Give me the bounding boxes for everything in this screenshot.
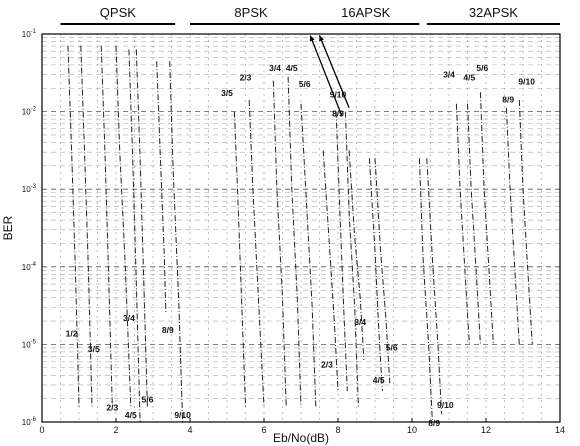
x-tick-label: 10	[407, 425, 417, 435]
code-rate-label: 5/6	[299, 79, 311, 89]
ber-curve	[67, 45, 80, 407]
ber-curve	[115, 45, 132, 407]
ber-curve	[374, 158, 391, 384]
code-rate-label: 9/10	[330, 90, 347, 100]
ber-curve	[322, 150, 339, 392]
y-tick-label: 10-4	[22, 262, 37, 272]
code-rate-label: 8/9	[332, 108, 344, 118]
arrow-layer	[309, 35, 350, 116]
y-tick-label: 10-6	[22, 417, 37, 427]
code-rate-label: 8/9	[162, 325, 174, 335]
code-rate-label: 9/10	[518, 76, 535, 86]
ber-curve	[233, 111, 246, 407]
ber-curve	[426, 158, 443, 415]
group-label: 32APSK	[469, 5, 518, 20]
code-rate-label: 4/5	[373, 375, 385, 385]
y-tick-label: 10-1	[22, 29, 37, 39]
code-rate-label: 3/5	[88, 344, 100, 354]
code-rate-label: 3/4	[269, 63, 281, 73]
x-axis-ticks: 0 2 4 6 8 10 12 14	[39, 418, 565, 435]
ber-curve	[348, 150, 365, 360]
arrow-head	[319, 35, 324, 42]
ber-curve	[156, 61, 167, 314]
x-axis-label: Eb/No(dB)	[273, 431, 329, 445]
modulation-groups: QPSK 8PSK 16APSK 32APSK	[60, 5, 560, 25]
ber-curve	[135, 49, 148, 407]
series-layer: 1/23/52/33/44/55/68/99/103/52/33/4 4/55/6…	[66, 45, 535, 428]
x-tick-label: 4	[187, 425, 192, 435]
code-rate-label: 8/9	[428, 418, 440, 428]
code-rate-label: 3/5	[221, 88, 233, 98]
group-label: 8PSK	[234, 5, 268, 20]
code-rate-label: 9/10	[437, 400, 454, 410]
y-axis-ticks: 10-1 10-2 10-3 10-4 10-5 10-6	[22, 29, 37, 427]
y-tick-label: 10-5	[22, 339, 37, 349]
code-rate-label: 5/6	[386, 343, 398, 353]
group-label: QPSK	[100, 5, 136, 20]
y-axis-label: BER	[1, 215, 15, 240]
ber-curve	[518, 99, 533, 345]
code-rate-label: 9/10	[174, 410, 191, 420]
plot-frame	[41, 33, 561, 423]
code-rate-label: 2/3	[321, 360, 333, 370]
x-tick-label: 6	[261, 425, 266, 435]
arrow-head	[309, 35, 315, 42]
code-rate-label: 8/9	[502, 94, 514, 104]
ber-curve	[368, 158, 383, 392]
ber-curve	[467, 103, 481, 345]
x-tick-label: 12	[481, 425, 491, 435]
ber-curve	[169, 61, 184, 423]
x-tick-label: 2	[113, 425, 118, 435]
code-rate-label: 4/5	[463, 73, 475, 83]
ber-curve	[455, 103, 470, 345]
group-label: 16APSK	[341, 5, 390, 20]
ber-curve	[80, 45, 93, 407]
ber-curve	[128, 49, 141, 423]
code-rate-label: 1/2	[66, 329, 78, 339]
ber-curve	[248, 99, 265, 407]
ber-curve	[300, 103, 317, 407]
ber-curve	[100, 45, 113, 407]
code-rate-label: 5/6	[476, 63, 488, 73]
y-tick-label: 10-3	[22, 184, 37, 194]
x-tick-label: 8	[335, 425, 340, 435]
code-rate-label: 2/3	[106, 402, 118, 412]
code-rate-label: 3/4	[443, 69, 455, 79]
x-tick-label: 14	[555, 425, 565, 435]
ber-curve	[335, 111, 348, 392]
ber-curve	[418, 158, 433, 423]
code-rate-label: 4/5	[286, 63, 298, 73]
x-tick-label: 0	[39, 425, 44, 435]
arrow-line	[309, 35, 343, 116]
code-rate-label: 3/4	[123, 313, 135, 323]
code-rate-label: 5/6	[142, 395, 154, 405]
arrow-line	[318, 35, 350, 108]
code-rate-label: 4/5	[125, 410, 137, 420]
code-rate-label: 3/4	[354, 317, 366, 327]
ber-curve	[479, 92, 494, 345]
ber-curve	[287, 76, 302, 407]
ber-curve	[344, 111, 359, 407]
code-rate-label: 2/3	[240, 73, 252, 83]
y-tick-label: 10-2	[22, 107, 37, 117]
